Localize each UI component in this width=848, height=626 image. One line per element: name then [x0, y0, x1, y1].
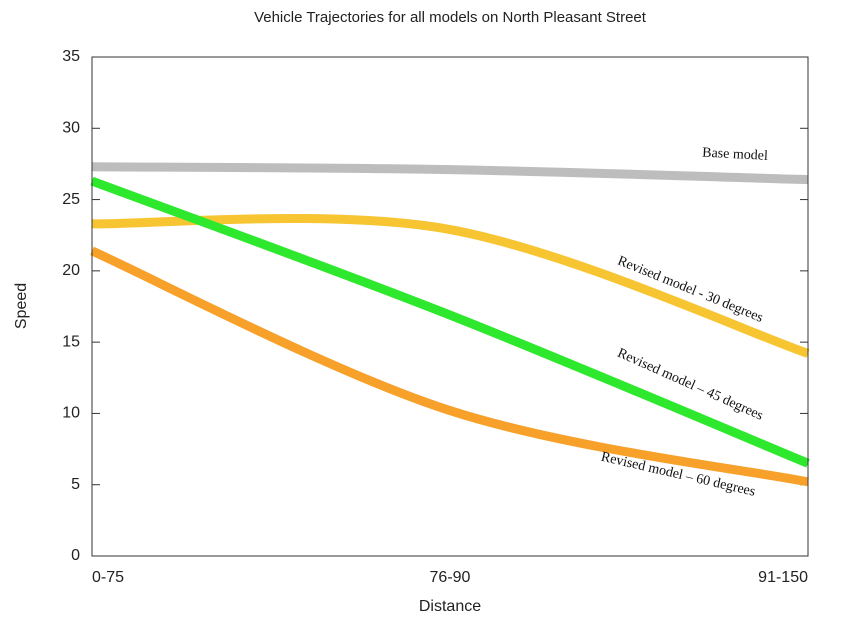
series-line: [90, 176, 810, 468]
plot-frame: [91, 56, 809, 557]
series-line: [91, 213, 810, 358]
y-tick-label: 30: [62, 120, 80, 137]
x-tick-label: 0-75: [92, 569, 124, 586]
y-tick-label: 5: [71, 476, 80, 493]
chart-title: Vehicle Trajectories for all models on N…: [254, 9, 647, 26]
x-axis-label: Distance: [419, 598, 481, 615]
y-tick-label: 35: [62, 48, 80, 65]
series-label: Base model: [702, 146, 769, 164]
y-tick-label: 15: [62, 333, 80, 350]
x-tick-label: 76-90: [430, 569, 471, 586]
y-tick-label: 0: [71, 547, 80, 564]
y-tick-label: 20: [62, 262, 80, 279]
y-axis-label: Speed: [13, 283, 30, 329]
series-line: [91, 162, 809, 185]
y-tick-label: 10: [62, 405, 80, 422]
y-tick-label: 25: [62, 191, 80, 208]
series-line: [90, 246, 809, 487]
x-tick-label: 91-150: [758, 569, 808, 586]
